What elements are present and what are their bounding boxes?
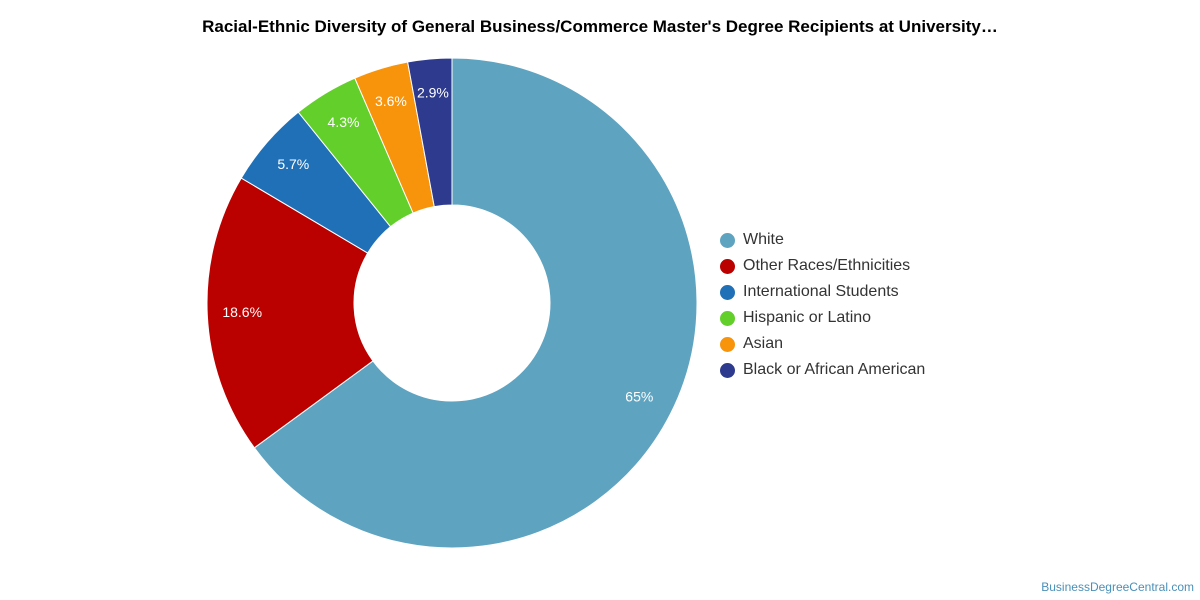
- slice-black-or-african-american[interactable]: [407, 57, 453, 208]
- legend-item-hispanic-or-latino[interactable]: Hispanic or Latino: [720, 305, 925, 331]
- legend-swatch-hispanic-or-latino: [720, 310, 735, 326]
- legend-label: Asian: [743, 335, 784, 352]
- slice-label-asian: 3.6%: [375, 93, 407, 109]
- legend-item-asian[interactable]: Asian: [720, 331, 925, 357]
- chart-legend: White Other Races/Ethnicities Internatio…: [720, 227, 925, 383]
- legend-item-international-students[interactable]: International Students: [720, 279, 925, 305]
- legend-swatch-white: [720, 232, 735, 248]
- legend-label: International Students: [743, 283, 899, 300]
- slice-other-races[interactable]: [206, 177, 374, 449]
- legend-swatch-other-races: [720, 258, 735, 274]
- slice-white[interactable]: [253, 57, 698, 549]
- legend-item-other-races[interactable]: Other Races/Ethnicities: [720, 253, 925, 279]
- slice-label-international-students: 5.7%: [277, 156, 309, 172]
- slice-label-hispanic-or-latino: 4.3%: [328, 114, 360, 130]
- legend-item-white[interactable]: White: [720, 227, 925, 253]
- legend-swatch-black-or-african-american: [720, 362, 735, 378]
- legend-label: Other Races/Ethnicities: [743, 257, 911, 274]
- legend-label: White: [743, 231, 784, 248]
- slice-label-black-or-african-american: 2.9%: [417, 85, 449, 101]
- chart-title: Racial-Ethnic Diversity of General Busin…: [202, 17, 998, 36]
- slice-label-other-races: 18.6%: [222, 304, 262, 320]
- legend-label: Hispanic or Latino: [743, 309, 872, 326]
- slice-label-white: 65%: [625, 389, 653, 405]
- legend-label: Black or African American: [743, 361, 926, 378]
- legend-swatch-asian: [720, 336, 735, 352]
- legend-swatch-international-students: [720, 284, 735, 300]
- legend-item-black-or-african-american[interactable]: Black or African American: [720, 357, 925, 383]
- source-credit[interactable]: BusinessDegreeCentral.com: [1041, 580, 1194, 594]
